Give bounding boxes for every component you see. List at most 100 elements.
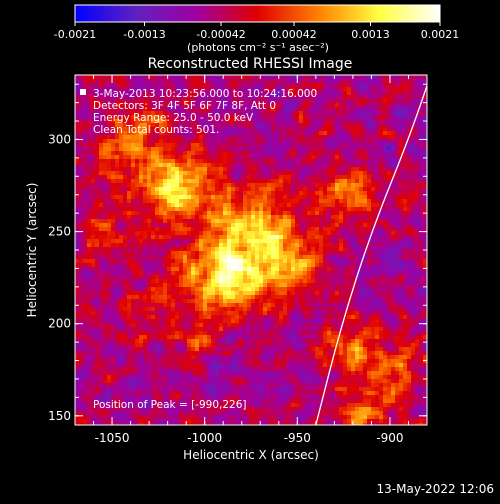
heatmap-cell: [299, 111, 303, 115]
heatmap-cell: [223, 139, 227, 143]
heatmap-cell: [187, 235, 191, 239]
heatmap-cell: [243, 251, 247, 255]
heatmap-cell: [339, 207, 343, 211]
heatmap-cell: [391, 279, 395, 283]
heatmap-cell: [371, 291, 375, 295]
heatmap-cell: [87, 115, 91, 119]
heatmap-cell: [375, 167, 379, 171]
heatmap-cell: [303, 127, 307, 131]
heatmap-cell: [199, 287, 203, 291]
heatmap-cell: [363, 183, 367, 187]
heatmap-cell: [215, 147, 219, 151]
heatmap-cell: [235, 79, 239, 83]
heatmap-cell: [311, 159, 315, 163]
heatmap-cell: [299, 131, 303, 135]
heatmap-cell: [187, 75, 191, 79]
heatmap-cell: [115, 239, 119, 243]
heatmap-cell: [195, 207, 199, 211]
heatmap-cell: [75, 135, 79, 139]
heatmap-cell: [187, 299, 191, 303]
heatmap-cell: [215, 263, 219, 267]
heatmap-cell: [267, 115, 271, 119]
heatmap-cell: [399, 267, 403, 271]
heatmap-cell: [363, 215, 367, 219]
heatmap-cell: [115, 219, 119, 223]
heatmap-cell: [251, 291, 255, 295]
heatmap-cell: [123, 199, 127, 203]
heatmap-cell: [403, 267, 407, 271]
heatmap-cell: [219, 139, 223, 143]
heatmap-cell: [407, 143, 411, 147]
heatmap-cell: [243, 231, 247, 235]
heatmap-cell: [279, 127, 283, 131]
heatmap-cell: [131, 191, 135, 195]
heatmap-cell: [387, 267, 391, 271]
heatmap-cell: [203, 271, 207, 275]
heatmap-cell: [391, 91, 395, 95]
heatmap-cell: [131, 279, 135, 283]
heatmap-cell: [391, 103, 395, 107]
heatmap-cell: [83, 131, 87, 135]
heatmap-cell: [327, 271, 331, 275]
heatmap-cell: [111, 215, 115, 219]
heatmap-cell: [387, 239, 391, 243]
heatmap-cell: [399, 187, 403, 191]
heatmap-cell: [123, 219, 127, 223]
heatmap-cell: [247, 259, 251, 263]
heatmap-cell: [375, 247, 379, 251]
heatmap-cell: [255, 207, 259, 211]
heatmap-cell: [319, 255, 323, 259]
heatmap-cell: [275, 79, 279, 83]
heatmap-cell: [419, 291, 423, 295]
heatmap-cell: [363, 95, 367, 99]
heatmap-cell: [247, 271, 251, 275]
heatmap-cell: [83, 295, 87, 299]
heatmap-cell: [227, 143, 231, 147]
heatmap-cell: [207, 139, 211, 143]
heatmap-cell: [307, 223, 311, 227]
heatmap-cell: [187, 243, 191, 247]
heatmap-cell: [111, 159, 115, 163]
heatmap-cell: [319, 195, 323, 199]
heatmap-cell: [115, 155, 119, 159]
heatmap-cell: [351, 155, 355, 159]
heatmap-cell: [379, 279, 383, 283]
heatmap-cell: [275, 263, 279, 267]
heatmap-cell: [175, 187, 179, 191]
heatmap-cell: [303, 275, 307, 279]
heatmap-cell: [79, 223, 83, 227]
heatmap-cell: [111, 267, 115, 271]
heatmap-cell: [323, 199, 327, 203]
heatmap-cell: [175, 247, 179, 251]
heatmap-cell: [327, 155, 331, 159]
heatmap-cell: [335, 91, 339, 95]
heatmap-cell: [275, 299, 279, 303]
heatmap-cell: [323, 119, 327, 123]
heatmap-cell: [183, 147, 187, 151]
heatmap-cell: [379, 223, 383, 227]
heatmap-cell: [399, 171, 403, 175]
heatmap-cell: [395, 267, 399, 271]
heatmap-cell: [151, 159, 155, 163]
heatmap-cell: [203, 207, 207, 211]
heatmap-cell: [87, 283, 91, 287]
heatmap-cell: [359, 115, 363, 119]
heatmap-cell: [231, 227, 235, 231]
heatmap-cell: [127, 295, 131, 299]
heatmap-cell: [295, 147, 299, 151]
heatmap-cell: [203, 147, 207, 151]
heatmap-cell: [151, 255, 155, 259]
heatmap-cell: [359, 199, 363, 203]
heatmap-cell: [383, 115, 387, 119]
heatmap-cell: [159, 211, 163, 215]
heatmap-cell: [151, 155, 155, 159]
heatmap-cell: [147, 151, 151, 155]
heatmap-cell: [299, 259, 303, 263]
heatmap-cell: [395, 99, 399, 103]
heatmap-cell: [263, 79, 267, 83]
heatmap-cell: [151, 299, 155, 303]
heatmap-cell: [399, 231, 403, 235]
heatmap-cell: [179, 235, 183, 239]
heatmap-cell: [123, 251, 127, 255]
heatmap-cell: [323, 275, 327, 279]
